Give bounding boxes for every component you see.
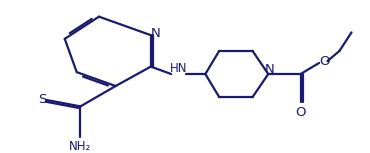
Text: O: O: [295, 106, 306, 119]
Text: N: N: [265, 63, 275, 76]
Text: N: N: [151, 27, 160, 40]
Text: NH₂: NH₂: [69, 140, 92, 153]
Text: HN: HN: [170, 62, 187, 75]
Text: S: S: [38, 93, 47, 106]
Text: O: O: [319, 55, 330, 68]
